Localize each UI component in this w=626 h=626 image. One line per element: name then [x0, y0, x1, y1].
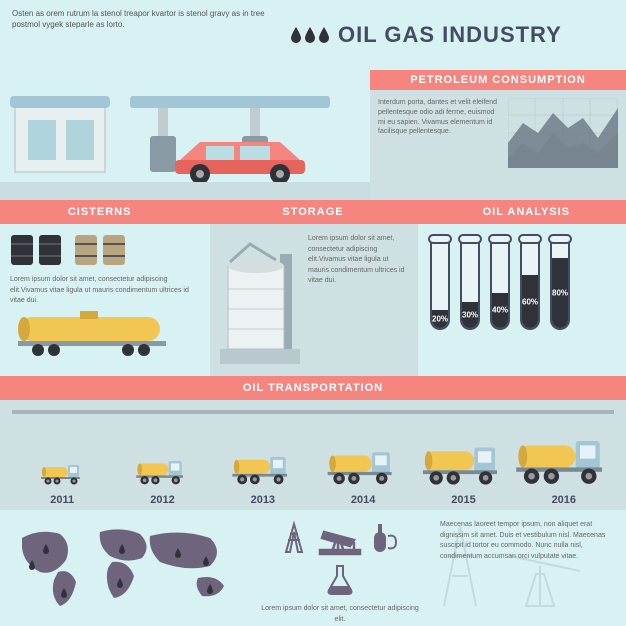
truck-icon: [413, 438, 513, 491]
analysis-banner: OIL ANALYSIS: [413, 200, 626, 224]
pipeline-icon: [12, 410, 614, 414]
row-station-consumption: PETROLEUM CONSUMPTION Interdum porta, da…: [0, 70, 626, 200]
truck-item: 2015: [413, 438, 513, 507]
bottom-text: Maecenas laoreet tempor ipsum, non aliqu…: [440, 520, 616, 562]
page-title: OIL GAS INDUSTRY: [338, 22, 562, 48]
test-tube: 60%: [518, 234, 542, 366]
truck-year: 2012: [112, 494, 212, 506]
test-tube: 80%: [548, 234, 572, 366]
derrick-icon: [276, 520, 312, 556]
consumption-chart: [508, 98, 618, 168]
cisterns-text: Lorem ipsum dolor sit amet, consectetur …: [10, 275, 200, 307]
truck-icon: [313, 444, 413, 490]
truck-item: 2013: [213, 450, 313, 506]
transport-banner: OIL TRANSPORTATION: [0, 376, 626, 400]
barrel-icon: [75, 235, 97, 265]
world-map: [0, 510, 250, 626]
petroleum-text: Interdum porta, dantes et velit eleifend…: [378, 98, 500, 168]
petroleum-consumption-panel: PETROLEUM CONSUMPTION Interdum porta, da…: [370, 70, 626, 200]
test-tube: 20%: [428, 234, 452, 366]
storage-tank-icon: [220, 234, 300, 364]
truck-item: 2012: [112, 455, 212, 506]
trucks-row: 2011 2012 2013 2014 2015: [0, 400, 626, 510]
truck-year: 2013: [213, 494, 313, 506]
cisterns-banner: CISTERNS: [0, 200, 199, 224]
refinery-icon: [368, 520, 404, 556]
header-intro: Osten as orem rutrum la stenol treapor k…: [0, 0, 280, 70]
truck-item: 2011: [12, 460, 112, 506]
test-tube: 40%: [488, 234, 512, 366]
truck-year: 2014: [313, 494, 413, 506]
rail-tank-icon: [10, 307, 190, 357]
pumpjack-icon: [318, 520, 362, 556]
gas-station-illustration: [0, 70, 370, 200]
truck-year: 2016: [514, 494, 614, 506]
header: Osten as orem rutrum la stenol treapor k…: [0, 0, 626, 70]
barrels-group: [10, 234, 200, 271]
oil-gas-infographic: Osten as orem rutrum la stenol treapor k…: [0, 0, 626, 626]
intro-text: Osten as orem rutrum la stenol treapor k…: [12, 8, 268, 30]
header-title-area: OIL GAS INDUSTRY: [280, 0, 626, 70]
row-cisterns-storage-analysis: Lorem ipsum dolor sit amet, consectetur …: [0, 224, 626, 376]
barrel-icon: [103, 235, 125, 265]
truck-item: 2016: [514, 430, 614, 506]
flask-icon: [325, 562, 355, 598]
truck-item: 2014: [313, 444, 413, 506]
truck-year: 2015: [413, 494, 513, 506]
petroleum-banner: PETROLEUM CONSUMPTION: [370, 70, 626, 90]
bottom-row: Lorem ipsum dolor sit amet, consectetur …: [0, 510, 626, 626]
test-tube: 30%: [458, 234, 482, 366]
truck-icon: [12, 460, 112, 490]
barrel-icon: [11, 235, 33, 265]
truck-icon: [514, 430, 614, 490]
oil-drops-icon: [290, 27, 330, 43]
barrel-icon: [39, 235, 61, 265]
truck-icon: [112, 455, 212, 490]
bottom-text-panel: Maecenas laoreet tempor ipsum, non aliqu…: [430, 510, 626, 626]
storage-panel: Lorem ipsum dolor sit amet, consectetur …: [210, 224, 418, 376]
truck-year: 2011: [12, 494, 112, 506]
section-banners: CISTERNS STORAGE OIL ANALYSIS: [0, 200, 626, 224]
truck-icon: [213, 450, 313, 490]
industry-icons: Lorem ipsum dolor sit amet, consectetur …: [250, 510, 430, 626]
storage-banner: STORAGE: [199, 200, 412, 224]
storage-text: Lorem ipsum dolor sit amet, consectetur …: [308, 234, 408, 366]
cisterns-panel: Lorem ipsum dolor sit amet, consectetur …: [0, 224, 210, 376]
icons-caption: Lorem ipsum dolor sit amet, consectetur …: [260, 604, 420, 625]
analysis-panel: 20%30%40%60%80%: [418, 224, 626, 376]
